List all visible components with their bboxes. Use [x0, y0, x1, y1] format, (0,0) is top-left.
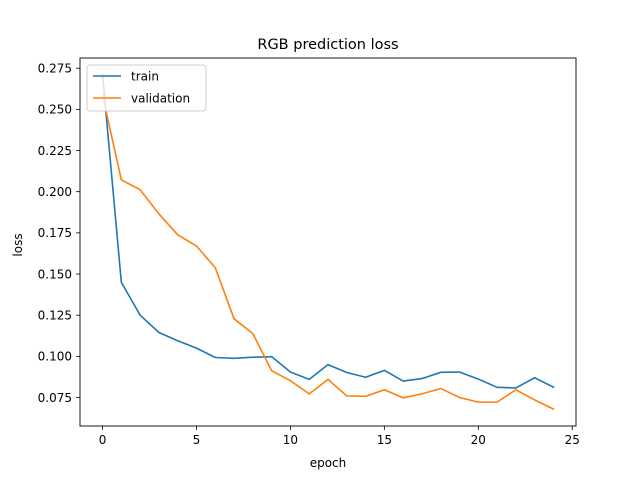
x-tick-label: 5 — [193, 433, 201, 447]
y-tick-label: 0.100 — [38, 350, 72, 364]
legend-label-train: train — [131, 69, 159, 83]
series-lines — [101, 73, 555, 411]
x-tick-label: 10 — [283, 433, 298, 447]
series-line-train — [101, 73, 555, 389]
y-axis-label: loss — [11, 233, 25, 256]
legend: train validation — [86, 64, 207, 112]
y-tick-label: 0.275 — [38, 62, 72, 76]
y-tick-label: 0.075 — [38, 391, 72, 405]
x-tick-label: 25 — [565, 433, 580, 447]
series-line-validation — [101, 94, 555, 411]
x-tick-label: 15 — [377, 433, 392, 447]
y-tick-label: 0.225 — [38, 144, 72, 158]
axis-ticks: 0 5 10 15 20 25 0.075 0.100 0.125 0.150 0.175 0.200… — [38, 62, 580, 447]
x-tick-label: 20 — [471, 433, 486, 447]
y-tick-label: 0.250 — [38, 103, 72, 117]
plot-frame — [79, 57, 577, 427]
y-tick-label: 0.125 — [38, 308, 72, 322]
x-axis-label: epoch — [310, 456, 347, 470]
y-tick-label: 0.150 — [38, 267, 72, 281]
chart-title: RGB prediction loss — [257, 37, 398, 53]
y-tick-label: 0.200 — [38, 185, 72, 199]
legend-label-validation: validation — [131, 91, 190, 105]
x-tick-label: 0 — [99, 433, 107, 447]
y-tick-label: 0.175 — [38, 226, 72, 240]
